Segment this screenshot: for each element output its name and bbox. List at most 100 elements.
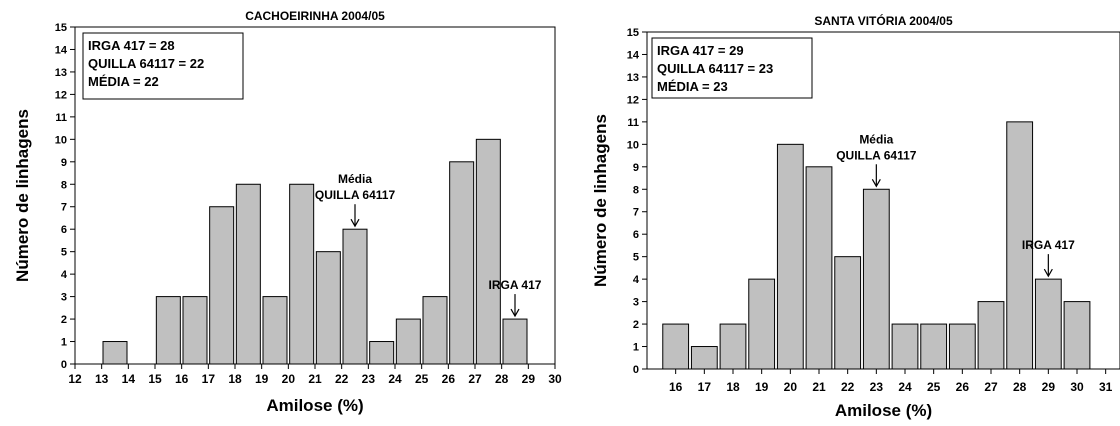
legend-line-2: MÉDIA = 22	[88, 74, 159, 89]
bar-4	[235, 183, 261, 365]
bar-3	[209, 206, 235, 365]
x-tick-label-8: 20	[282, 372, 296, 386]
bar-5	[262, 296, 288, 365]
x-tick-label-10: 26	[956, 380, 970, 394]
y-tick-label-3: 3	[61, 292, 67, 304]
y-tick-label-6: 6	[633, 229, 639, 241]
y-tick-label-2: 2	[61, 314, 67, 326]
bar-2	[719, 323, 747, 370]
x-tick-label-12: 28	[1013, 380, 1027, 394]
x-tick-label-3: 15	[148, 372, 162, 386]
y-tick-label-5: 5	[633, 252, 639, 264]
y-tick-label-14: 14	[55, 44, 68, 56]
x-tick-label-16: 28	[495, 372, 509, 386]
x-tick-label-1: 17	[698, 380, 712, 394]
x-tick-label-15: 27	[468, 372, 482, 386]
x-tick-label-5: 21	[812, 380, 826, 394]
bar-8	[891, 323, 919, 370]
bar-0	[662, 323, 690, 370]
bar-1	[155, 296, 181, 365]
bar-13	[475, 138, 501, 365]
y-tick-label-10: 10	[55, 134, 67, 146]
bar-11	[977, 301, 1005, 370]
bar-11	[422, 296, 448, 365]
x-tick-label-13: 29	[1042, 380, 1056, 394]
x-tick-label-3: 19	[755, 380, 769, 394]
y-tick-label-8: 8	[61, 179, 67, 191]
x-tick-label-5: 17	[202, 372, 216, 386]
x-tick-label-18: 30	[548, 372, 562, 386]
x-tick-label-2: 18	[726, 380, 740, 394]
bar-14	[502, 318, 528, 365]
annotation-0-arrow-head	[871, 178, 881, 188]
y-tick-label-7: 7	[61, 202, 67, 214]
bar-4	[776, 143, 804, 370]
bar-14	[1063, 301, 1091, 370]
y-tick-label-15: 15	[55, 22, 67, 34]
y-tick-label-13: 13	[55, 67, 67, 79]
annotation-1-arrow-head	[1043, 268, 1053, 278]
y-tick-label-4: 4	[61, 269, 68, 281]
bar-12	[449, 161, 475, 365]
y-tick-label-9: 9	[633, 162, 639, 174]
y-tick-label-7: 7	[633, 207, 639, 219]
legend-line-0: IRGA 417 = 29	[657, 43, 744, 58]
y-tick-label-1: 1	[61, 337, 67, 349]
x-tick-label-10: 22	[335, 372, 349, 386]
y-tick-label-1: 1	[633, 342, 639, 354]
annotation-1-line-0: IRGA 417	[489, 278, 542, 292]
x-axis-label: Amilose (%)	[266, 396, 363, 415]
annotation-1-line-0: IRGA 417	[1022, 238, 1075, 252]
bar-0	[102, 341, 128, 365]
chart-title: SANTA VITÓRIA 2004/05	[814, 13, 953, 28]
bar-7	[315, 251, 341, 365]
bar-7	[862, 188, 890, 370]
x-tick-label-11: 23	[362, 372, 376, 386]
y-tick-label-3: 3	[633, 297, 639, 309]
x-tick-label-13: 25	[415, 372, 429, 386]
x-tick-label-12: 24	[388, 372, 402, 386]
x-tick-label-11: 27	[984, 380, 998, 394]
annotation-0-line-0: Média	[859, 132, 893, 146]
x-tick-label-6: 18	[228, 372, 242, 386]
bar-10	[948, 323, 976, 370]
bar-12	[1006, 121, 1034, 370]
y-tick-label-0: 0	[633, 364, 639, 376]
y-tick-label-12: 12	[627, 94, 639, 106]
y-axis-label: Número de linhagens	[591, 114, 610, 287]
x-tick-label-4: 16	[175, 372, 189, 386]
annotation-0-arrow-head	[350, 218, 360, 228]
y-tick-label-9: 9	[61, 157, 67, 169]
y-tick-label-13: 13	[627, 72, 639, 84]
bar-6	[834, 256, 862, 370]
x-tick-label-0: 16	[669, 380, 683, 394]
legend-line-1: QUILLA 64117 = 23	[657, 61, 773, 76]
y-tick-label-6: 6	[61, 224, 67, 236]
bar-6	[289, 183, 315, 365]
x-tick-label-6: 22	[841, 380, 855, 394]
legend-line-0: IRGA 417 = 28	[88, 38, 175, 53]
x-tick-label-9: 21	[308, 372, 322, 386]
legend-line-1: QUILLA 64117 = 22	[88, 56, 204, 71]
legend-box	[651, 37, 813, 99]
x-tick-label-9: 25	[927, 380, 941, 394]
chart-title: CACHOEIRINHA 2004/05	[245, 9, 385, 23]
y-tick-label-11: 11	[627, 117, 639, 129]
bar-13	[1034, 278, 1062, 370]
y-tick-label-15: 15	[627, 27, 639, 39]
x-tick-label-14: 30	[1070, 380, 1084, 394]
legend-box	[82, 32, 244, 100]
x-axis-label: Amilose (%)	[835, 401, 932, 420]
x-tick-label-14: 26	[442, 372, 456, 386]
x-tick-label-4: 20	[784, 380, 798, 394]
y-axis-label: Número de linhagens	[13, 109, 32, 282]
bar-3	[748, 278, 776, 370]
x-tick-label-17: 29	[522, 372, 536, 386]
bar-9	[920, 323, 948, 370]
x-tick-label-7: 23	[870, 380, 884, 394]
y-tick-label-0: 0	[61, 359, 67, 371]
bar-8	[342, 228, 368, 365]
y-tick-label-4: 4	[633, 274, 640, 286]
